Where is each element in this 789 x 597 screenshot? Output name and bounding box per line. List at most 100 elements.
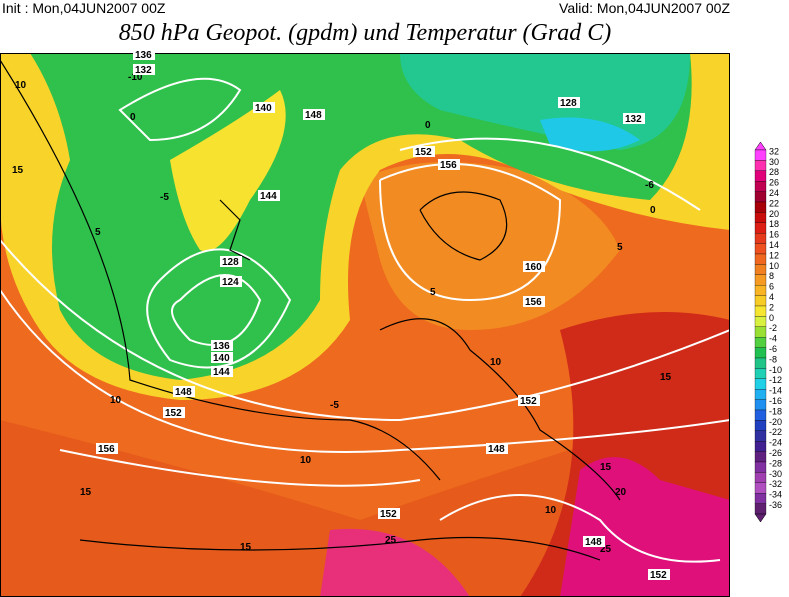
geopotential-label-bg [96,443,118,454]
colorbar-swatch [754,274,767,286]
temperature-label: 5 [95,227,101,238]
colorbar-label: -14 [769,386,782,396]
geopotential-label: 148 [305,110,322,121]
geopotential-label-bg [133,49,155,60]
colorbar-swatch [754,233,767,244]
geopotential-label-bg [523,296,545,307]
colorbar-label: -4 [769,334,777,344]
temperature-label: 5 [617,242,623,253]
colorbar-label: 30 [769,157,779,167]
colorbar-swatch [754,368,767,379]
valid-time: Valid: Mon,04JUN2007 00Z [559,0,730,16]
temperature-label: 15 [660,372,672,383]
colorbar-label: 8 [769,271,774,281]
colorbar-swatch [754,389,767,400]
colorbar-swatch [754,285,767,296]
colorbar-label: 22 [769,198,779,208]
colorbar-label: -12 [769,375,782,385]
init-time: Init : Mon,04JUN2007 00Z [2,0,166,16]
temperature-label: 15 [80,487,92,498]
colorbar-label: 20 [769,209,779,219]
geopotential-label: 124 [222,277,239,288]
colorbar-swatch [754,461,767,473]
geopotential-label-bg [173,386,195,397]
geopotential-label-bg [486,443,508,454]
geopotential-label-bg [438,159,460,170]
colorbar-swatch [754,493,767,504]
geopotential-label-bg [211,352,233,363]
colorbar-label: -32 [769,479,782,489]
temperature-label: 25 [385,535,397,546]
geopotential-label: 148 [175,387,192,398]
colorbar-swatch [754,337,767,348]
geopotential-label: 148 [488,444,505,455]
geopotential-label: 136 [213,341,230,352]
geopotential-label: 136 [135,50,152,61]
map [0,53,730,597]
colorbar-label: -36 [769,500,782,510]
temperature-label: 20 [615,487,627,498]
colorbar-arrow-bottom [754,513,767,523]
geopotential-label-bg [518,395,540,406]
colorbar-swatch [754,451,767,463]
geopotential-label-bg [163,407,185,418]
colorbar-label: 26 [769,178,779,188]
colorbar-swatch [754,160,767,171]
colorbar-label: 28 [769,167,779,177]
temperature-label: 10 [110,395,122,406]
geopotential-label-bg [413,146,435,157]
colorbar-swatch [754,201,767,213]
temperature-label: 15 [240,542,252,553]
colorbar-swatch [754,409,767,421]
geopotential-label-bg [623,113,645,124]
geopotential-label: 156 [525,297,542,308]
temperature-label: 0 [130,112,136,123]
colorbar-label: -28 [769,458,782,468]
geopotential-label-bg [220,276,242,287]
geopotential-label: 160 [525,262,542,273]
temperature-label: -5 [330,400,339,411]
temperature-label: 10 [490,357,502,368]
geopotential-label: 140 [213,353,230,364]
colorbar-label: -34 [769,490,782,500]
colorbar-swatch [754,191,767,203]
colorbar-label: 4 [769,292,774,302]
colorbar-swatch [754,222,767,234]
colorbar-swatch [754,441,767,452]
temperature-label: 10 [300,455,312,466]
geopotential-label: 152 [650,570,667,581]
colorbar-swatch [754,295,767,307]
temperature-label: 25 [600,544,612,555]
geopotential-label: 148 [585,537,602,548]
colorbar-swatch [754,420,767,431]
colorbar-label: -30 [769,469,782,479]
geopotential-label-bg [378,508,400,519]
temperature-label: 15 [12,165,24,176]
colorbar-label: -8 [769,354,777,364]
colorbar-label: -26 [769,448,782,458]
colorbar-swatch [754,170,767,182]
geopotential-label: 128 [222,257,239,268]
geopotential-label: 152 [415,147,432,158]
temperature-label: 0 [650,205,656,216]
colorbar-swatch [754,181,767,192]
colorbar-label: 10 [769,261,779,271]
geopotential-label-bg [558,97,580,108]
colorbar-swatch [754,305,767,317]
geopotential-label: 152 [165,408,182,419]
geopotential-label-bg [648,569,670,580]
colorbar-label: -22 [769,427,782,437]
temperature-label: 0 [425,120,431,131]
geopotential-label: 152 [380,509,397,520]
geopotential-label-bg [211,366,233,377]
colorbar-swatch [754,326,767,338]
colorbar-label: 12 [769,250,779,260]
geopotential-label: 152 [520,396,537,407]
geopotential-label-bg [133,64,155,75]
colorbar-swatch [754,264,767,275]
geopotential-label-bg [253,102,275,113]
colorbar-label: 14 [769,240,779,250]
temperature-label: -6 [645,180,654,191]
colorbar-label: -16 [769,396,782,406]
